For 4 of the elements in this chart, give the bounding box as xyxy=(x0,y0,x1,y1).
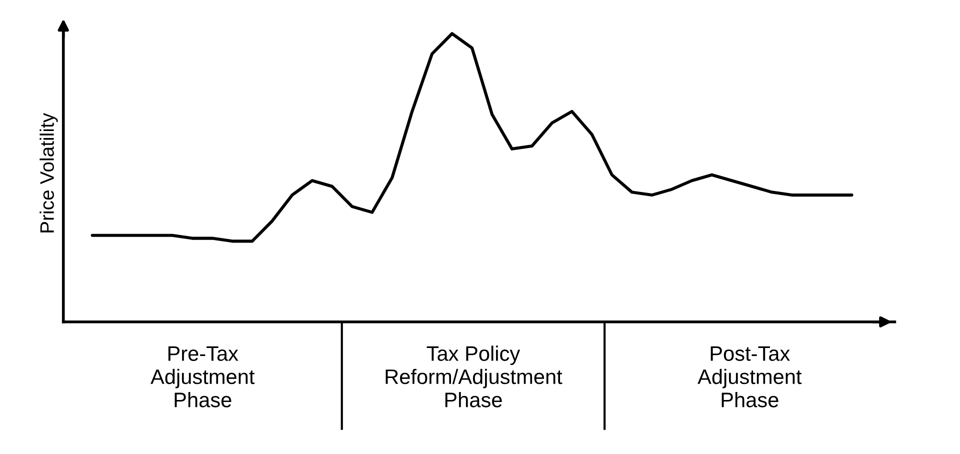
text: Tax Policy Reform/Adjustment Phase xyxy=(386,346,562,408)
y-axis-title: Price Volatility xyxy=(40,112,58,232)
text: Post-Tax Adjustment Phase xyxy=(698,346,802,408)
text: Pre-Tax Adjustment Phase xyxy=(150,346,255,408)
